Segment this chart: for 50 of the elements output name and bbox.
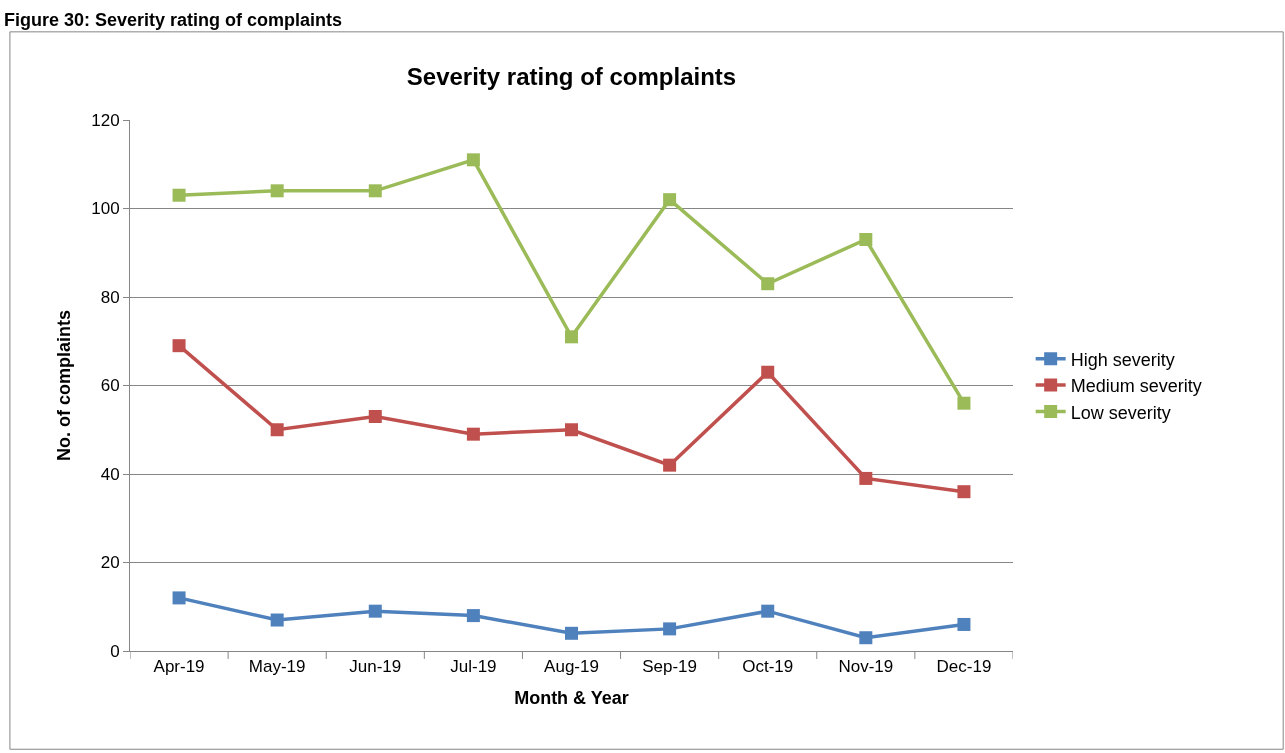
- point: [957, 485, 971, 499]
- y-tick-label: 40: [100, 464, 120, 484]
- point: [565, 626, 578, 640]
- x-tick-label: Aug-19: [544, 657, 599, 677]
- point: [466, 427, 480, 441]
- point: [368, 184, 382, 198]
- legend-label: Low severity: [1070, 402, 1171, 423]
- point: [761, 365, 775, 379]
- y-tick-label: 20: [100, 553, 120, 573]
- point: [270, 423, 284, 437]
- point: [663, 193, 677, 207]
- point: [957, 396, 971, 410]
- point: [565, 330, 578, 344]
- y-tick-label: 60: [100, 376, 120, 396]
- point: [761, 277, 775, 291]
- caption: Figure 30: Severity rating of complaints: [4, 10, 343, 30]
- y-tick-label: 100: [91, 199, 120, 219]
- point: [172, 188, 186, 202]
- x-tick-label: Dec-19: [936, 657, 992, 677]
- point: [565, 423, 578, 437]
- legend-label: Medium severity: [1070, 376, 1202, 397]
- point: [368, 604, 382, 618]
- point: [663, 622, 677, 636]
- x-axis-title: Month & Year: [514, 687, 629, 708]
- x-tick-label: Jun-19: [349, 657, 402, 677]
- x-tick-label: May-19: [248, 657, 306, 677]
- y-tick-label: 0: [110, 641, 120, 661]
- y-axis-title: No. of complaints: [54, 309, 75, 462]
- x-tick-label: Nov-19: [838, 657, 894, 677]
- point: [466, 609, 480, 623]
- point: [761, 604, 775, 618]
- point: [368, 409, 382, 423]
- point: [859, 232, 873, 246]
- point: [270, 613, 284, 627]
- point: [859, 631, 873, 645]
- x-tick-label: Jul-19: [450, 657, 497, 677]
- point: [859, 471, 873, 485]
- chart-title: Severity rating of complaints: [406, 62, 737, 90]
- point: [466, 153, 480, 167]
- y-tick-label: 80: [100, 287, 120, 307]
- point: [172, 339, 186, 353]
- y-tick-label: 120: [91, 110, 120, 130]
- point: [957, 617, 971, 631]
- x-tick-label: Oct-19: [742, 657, 794, 677]
- point: [663, 458, 677, 472]
- legend-label: High severity: [1070, 349, 1175, 370]
- point: [172, 591, 186, 605]
- x-tick-label: Sep-19: [642, 657, 698, 677]
- point: [270, 184, 284, 198]
- x-tick-label: Apr-19: [153, 657, 205, 677]
